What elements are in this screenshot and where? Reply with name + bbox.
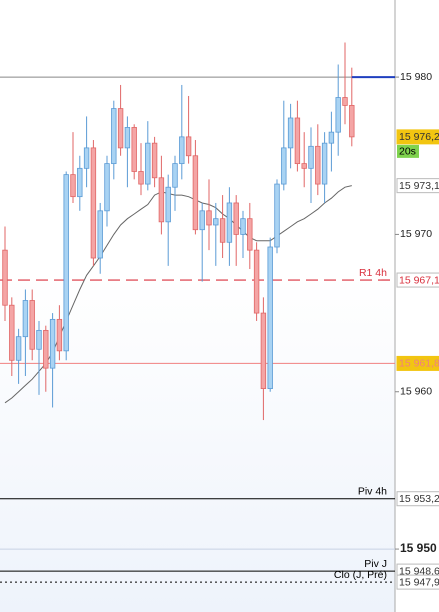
level-label: 15 967,1 <box>399 274 439 286</box>
candle-body <box>206 210 212 226</box>
candle-body <box>90 147 97 259</box>
candle-body <box>274 183 280 248</box>
level-name: Piv 4h <box>358 486 387 498</box>
candle-body <box>77 167 83 198</box>
candle-body <box>247 218 253 251</box>
candle-body <box>328 131 335 144</box>
candle-body <box>260 312 267 389</box>
y-tick-label: 15 980 <box>400 71 432 83</box>
candle-body <box>240 218 246 235</box>
candle-body <box>165 186 171 223</box>
level-label: 15 976,2 <box>399 131 439 143</box>
candle-body <box>63 174 69 352</box>
y-tick-label: 15 950 <box>400 541 437 555</box>
candle-body <box>138 171 144 185</box>
timer-badge <box>397 144 419 158</box>
level-label: 15 961,8 <box>399 358 439 370</box>
candle-body <box>97 210 103 259</box>
y-tick-label: 15 970 <box>400 228 432 240</box>
candle-body <box>192 155 199 231</box>
candle-body <box>199 210 205 231</box>
candle-body <box>9 304 15 361</box>
timer-label: 20s <box>399 146 416 158</box>
level-label: 15 973,1 <box>399 180 439 192</box>
level-name: Clo (J, Pré) <box>334 569 387 581</box>
candle-body <box>349 105 355 138</box>
candle-body <box>83 147 90 169</box>
candle-body <box>185 136 192 157</box>
candle-body <box>15 336 22 361</box>
candle-body <box>321 142 328 185</box>
candle-body <box>2 249 8 306</box>
level-badge <box>396 129 439 145</box>
candle-body <box>131 127 137 172</box>
candle-body <box>253 249 260 314</box>
level-label: 15 948,6 <box>399 565 439 577</box>
candle-body <box>117 108 124 149</box>
candle-body <box>233 202 239 235</box>
level-badge <box>396 272 439 288</box>
candle-body <box>104 163 110 212</box>
candle-body <box>281 147 287 185</box>
candle-body <box>213 218 219 226</box>
candle-body <box>226 202 233 243</box>
level-badge <box>396 491 439 507</box>
level-label: 15 953,2 <box>399 493 439 505</box>
candle-body <box>151 142 158 179</box>
moving-average <box>4 185 352 404</box>
candle-body <box>287 117 294 149</box>
level-name: R1 4h <box>359 267 387 279</box>
candle-body <box>179 136 185 165</box>
candle-body <box>111 108 117 165</box>
candle-body <box>315 145 321 185</box>
y-tick-label: 15 960 <box>400 386 432 398</box>
candle-body <box>36 329 42 350</box>
candle-body <box>335 97 341 133</box>
candle-body <box>158 177 165 223</box>
candle-body <box>49 318 56 369</box>
candle-body <box>172 163 178 188</box>
candle-body <box>29 300 35 350</box>
candle-body <box>301 163 307 169</box>
candle-body <box>342 97 348 106</box>
level-name: Piv J <box>364 558 387 570</box>
candle-body <box>22 300 29 338</box>
candle-body <box>145 142 151 185</box>
candle-body <box>56 318 63 352</box>
candle-body <box>43 329 49 369</box>
level-badge <box>396 574 439 590</box>
candle-body <box>267 246 273 389</box>
candle-body <box>70 174 76 198</box>
level-label: 15 947,9 <box>399 576 439 588</box>
candle-body <box>308 145 314 169</box>
level-badge <box>396 178 439 194</box>
candle-body <box>219 218 226 243</box>
candle-body <box>124 127 131 149</box>
level-badge <box>396 355 439 371</box>
candle-body <box>294 117 301 165</box>
